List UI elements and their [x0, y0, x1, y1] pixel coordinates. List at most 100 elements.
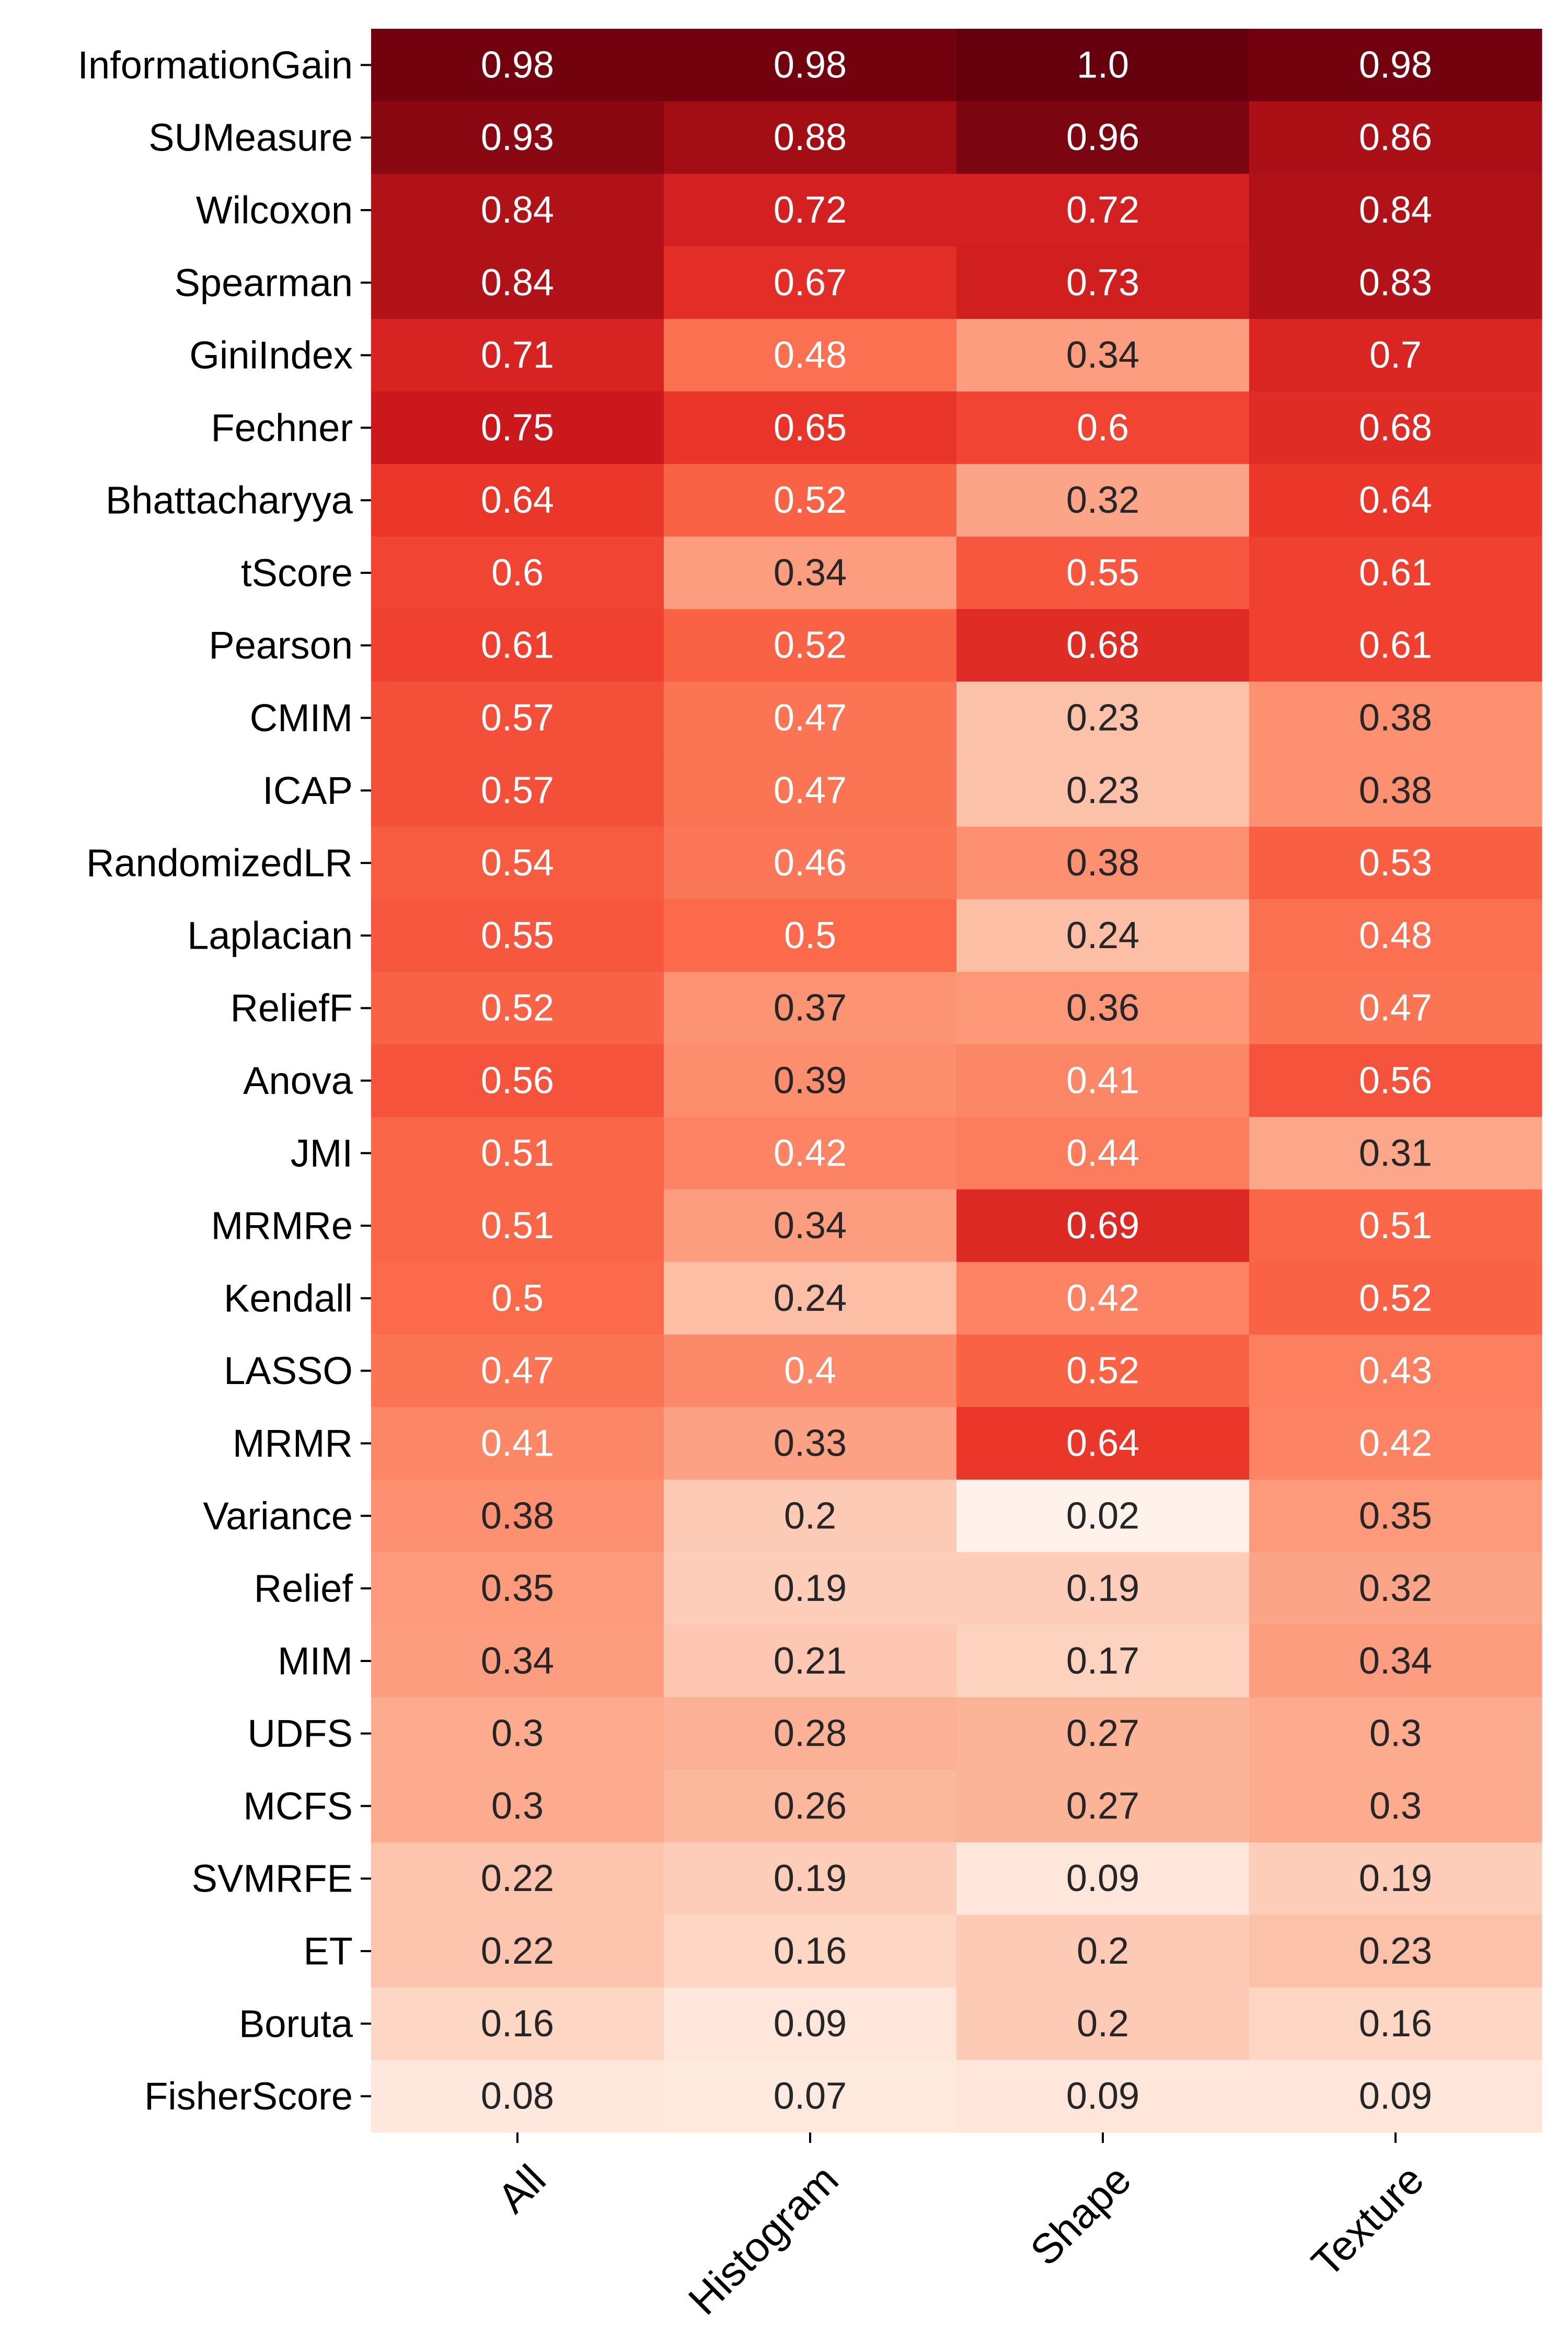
- cell-value-label: 0.23: [1359, 1930, 1432, 1972]
- cell-value-label: 0.57: [481, 697, 554, 739]
- cell-value-label: 0.3: [1369, 1785, 1422, 1827]
- cell-value-label: 0.55: [1066, 552, 1139, 594]
- heatmap-cell: [664, 1407, 957, 1480]
- heatmap-cell: [956, 101, 1250, 175]
- heatmap-cell: [371, 391, 664, 465]
- y-axis-tick-label: CMIM: [250, 696, 353, 740]
- cell-value-label: 0.16: [481, 2003, 554, 2045]
- cell-value-label: 0.51: [481, 1132, 554, 1174]
- heatmap-cell: [664, 1842, 957, 1916]
- heatmap-cells: [371, 29, 1542, 2133]
- cell-value-label: 0.64: [1066, 1422, 1139, 1464]
- cell-value-label: 1.0: [1077, 44, 1129, 86]
- cell-value-label: 0.16: [774, 1930, 847, 1972]
- cell-value-label: 0.38: [481, 1495, 554, 1537]
- cell-value-label: 0.47: [774, 769, 847, 811]
- cell-value-label: 0.22: [481, 1930, 554, 1972]
- cell-value-label: 0.55: [481, 915, 554, 956]
- cell-value-label: 0.38: [1066, 842, 1139, 884]
- heatmap-cell: [1249, 1189, 1542, 1262]
- cell-value-label: 0.67: [774, 262, 847, 304]
- cell-value-label: 0.3: [491, 1785, 544, 1827]
- y-axis-tick-label: Laplacian: [187, 914, 353, 957]
- heatmap-cell: [1249, 1915, 1542, 1988]
- cell-value-label: 0.16: [1359, 2003, 1432, 2045]
- heatmap-cell: [956, 29, 1250, 102]
- cell-value-label: 0.61: [1359, 625, 1432, 666]
- heatmap-cell: [1249, 1624, 1542, 1698]
- heatmap-cell: [371, 1262, 664, 1335]
- heatmap-cell: [371, 1770, 664, 1843]
- cell-value-label: 0.3: [491, 1713, 544, 1755]
- heatmap-cell: [664, 536, 957, 609]
- cell-value-label: 0.27: [1066, 1713, 1139, 1755]
- heatmap-cell: [664, 1697, 957, 1770]
- heatmap-cell: [1249, 1116, 1542, 1190]
- heatmap-cell: [664, 1770, 957, 1843]
- heatmap-cell: [371, 246, 664, 319]
- cell-value-label: 0.19: [1359, 1858, 1432, 1899]
- cell-value-label: 0.41: [1066, 1060, 1139, 1102]
- heatmap-cell: [956, 1116, 1250, 1190]
- cell-value-label: 0.42: [1359, 1422, 1432, 1464]
- heatmap-cell: [664, 319, 957, 392]
- cell-value-label: 0.09: [774, 2003, 847, 2045]
- y-axis-tick-label: GiniIndex: [189, 333, 353, 377]
- cell-value-label: 0.47: [1359, 987, 1432, 1029]
- heatmap-cell: [1249, 1842, 1542, 1916]
- cell-value-label: 0.07: [774, 2076, 847, 2117]
- cell-value-label: 0.52: [481, 987, 554, 1029]
- heatmap-cell: [956, 1044, 1250, 1117]
- heatmap-cell: [956, 1189, 1250, 1262]
- cell-value-label: 0.53: [1359, 842, 1432, 884]
- cell-value-label: 0.84: [1359, 189, 1432, 231]
- cell-value-label: 0.34: [774, 1205, 847, 1247]
- y-axis-tick-label: Wilcoxon: [196, 188, 353, 232]
- heatmap-cell: [664, 609, 957, 682]
- cell-value-label: 0.23: [1066, 697, 1139, 739]
- cell-value-label: 0.83: [1359, 262, 1432, 304]
- cell-value-label: 0.35: [1359, 1495, 1432, 1537]
- cell-value-label: 0.09: [1066, 2076, 1139, 2117]
- heatmap-cell: [1249, 391, 1542, 465]
- heatmap-cell: [956, 1407, 1250, 1480]
- cell-value-label: 0.32: [1066, 479, 1139, 521]
- cell-value-label: 0.52: [774, 479, 847, 521]
- heatmap-cell: [956, 609, 1250, 682]
- y-axis-tick-label: JMI: [291, 1132, 353, 1175]
- cell-value-label: 0.64: [1359, 479, 1432, 521]
- cell-value-label: 0.52: [1066, 1350, 1139, 1392]
- y-axis-tick-label: MCFS: [243, 1784, 353, 1828]
- cell-value-label: 0.5: [491, 1277, 544, 1319]
- cell-value-label: 0.34: [1066, 335, 1139, 376]
- heatmap-cell: [1249, 1407, 1542, 1480]
- cell-value-label: 0.17: [1066, 1640, 1139, 1682]
- heatmap-cell: [956, 1915, 1250, 1988]
- cell-value-label: 0.21: [774, 1640, 847, 1682]
- heatmap-cell: [371, 1624, 664, 1698]
- y-axis-tick-label: Kendall: [224, 1276, 353, 1320]
- y-axis-tick-label: FisherScore: [144, 2074, 353, 2118]
- heatmap-cell: [664, 391, 957, 465]
- heatmap-cell: [1249, 1262, 1542, 1335]
- cell-value-label: 0.72: [1066, 189, 1139, 231]
- cell-value-label: 0.08: [481, 2076, 554, 2117]
- heatmap-cell: [664, 1479, 957, 1553]
- heatmap-cell: [956, 1770, 1250, 1843]
- heatmap-cell: [1249, 1697, 1542, 1770]
- heatmap-cell: [371, 754, 664, 827]
- heatmap-cell: [1249, 2060, 1542, 2133]
- heatmap-cell: [664, 1552, 957, 1625]
- y-axis-tick-label: Relief: [254, 1567, 353, 1610]
- heatmap-cell: [371, 174, 664, 247]
- cell-value-label: 0.35: [481, 1567, 554, 1609]
- cell-value-label: 0.86: [1359, 117, 1432, 158]
- cell-value-label: 0.27: [1066, 1785, 1139, 1827]
- cell-value-label: 0.34: [774, 552, 847, 594]
- heatmap-cell: [956, 972, 1250, 1045]
- cell-value-label: 0.26: [774, 1785, 847, 1827]
- y-axis-tick-label: Fechner: [211, 406, 353, 449]
- y-axis-tick-label: UDFS: [248, 1712, 353, 1755]
- cell-value-label: 0.7: [1369, 335, 1422, 376]
